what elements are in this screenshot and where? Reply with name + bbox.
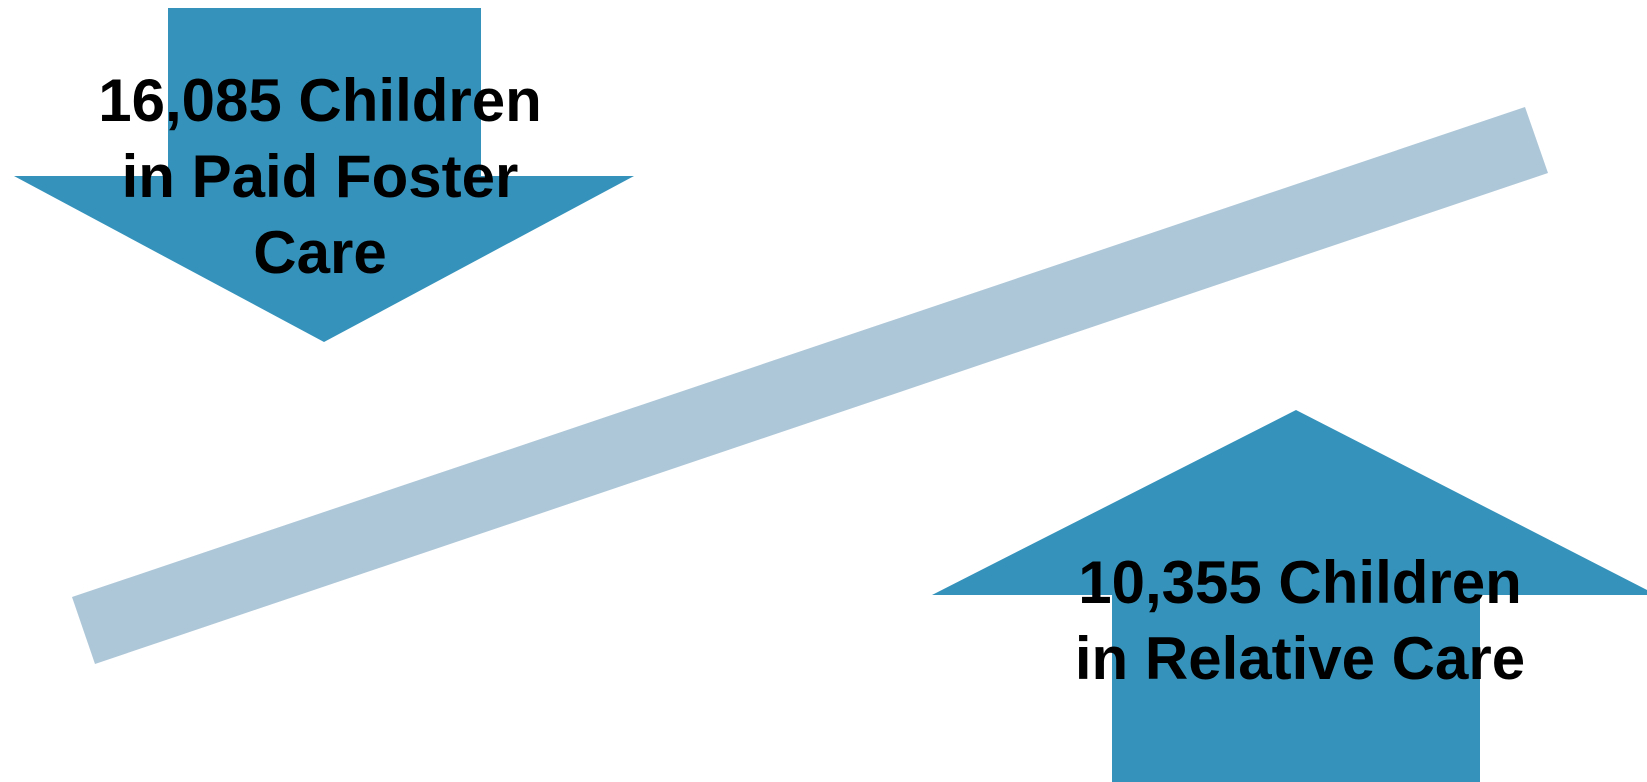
foster-care-label-line-3: Care — [253, 219, 387, 286]
relative-care-label-line-1: 10,355 Children — [1078, 549, 1522, 616]
seesaw-beam — [72, 107, 1548, 664]
foster-care-label-line-2: in Paid Foster — [121, 143, 519, 210]
relative-care-up-arrow — [932, 410, 1647, 782]
foster-care-label: 16,085 Children in Paid Foster Care — [10, 63, 630, 291]
relative-care-label: 10,355 Children in Relative Care — [990, 545, 1610, 697]
relative-care-label-line-2: in Relative Care — [1074, 625, 1526, 692]
foster-care-label-line-1: 16,085 Children — [98, 67, 542, 134]
foster-care-down-arrow — [14, 8, 634, 342]
